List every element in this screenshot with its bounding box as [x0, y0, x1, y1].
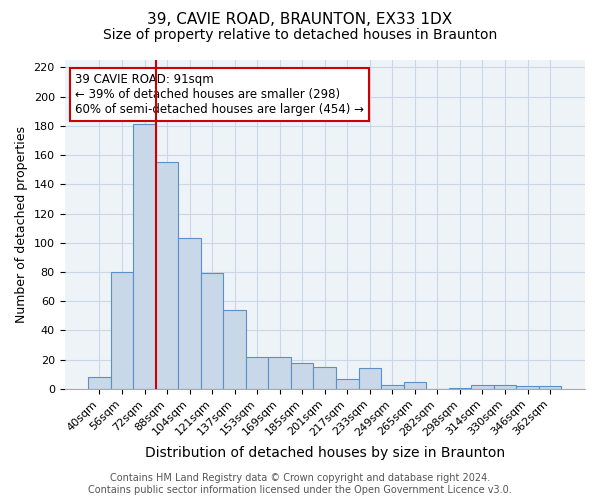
- Bar: [88, 378, 111, 389]
- Bar: [516, 386, 539, 389]
- X-axis label: Distribution of detached houses by size in Braunton: Distribution of detached houses by size …: [145, 446, 505, 460]
- Bar: [268, 357, 291, 389]
- Bar: [336, 378, 359, 389]
- Bar: [156, 162, 178, 389]
- Bar: [494, 384, 516, 389]
- Bar: [246, 357, 268, 389]
- Bar: [381, 384, 404, 389]
- Y-axis label: Number of detached properties: Number of detached properties: [15, 126, 28, 323]
- Bar: [404, 382, 426, 389]
- Bar: [201, 274, 223, 389]
- Bar: [471, 384, 494, 389]
- Text: Size of property relative to detached houses in Braunton: Size of property relative to detached ho…: [103, 28, 497, 42]
- Bar: [223, 310, 246, 389]
- Bar: [133, 124, 156, 389]
- Bar: [449, 388, 471, 389]
- Bar: [178, 238, 201, 389]
- Bar: [111, 272, 133, 389]
- Text: 39, CAVIE ROAD, BRAUNTON, EX33 1DX: 39, CAVIE ROAD, BRAUNTON, EX33 1DX: [148, 12, 452, 28]
- Text: 39 CAVIE ROAD: 91sqm
← 39% of detached houses are smaller (298)
60% of semi-deta: 39 CAVIE ROAD: 91sqm ← 39% of detached h…: [75, 73, 364, 116]
- Bar: [539, 386, 562, 389]
- Bar: [291, 362, 313, 389]
- Text: Contains HM Land Registry data © Crown copyright and database right 2024.
Contai: Contains HM Land Registry data © Crown c…: [88, 474, 512, 495]
- Bar: [313, 367, 336, 389]
- Bar: [359, 368, 381, 389]
